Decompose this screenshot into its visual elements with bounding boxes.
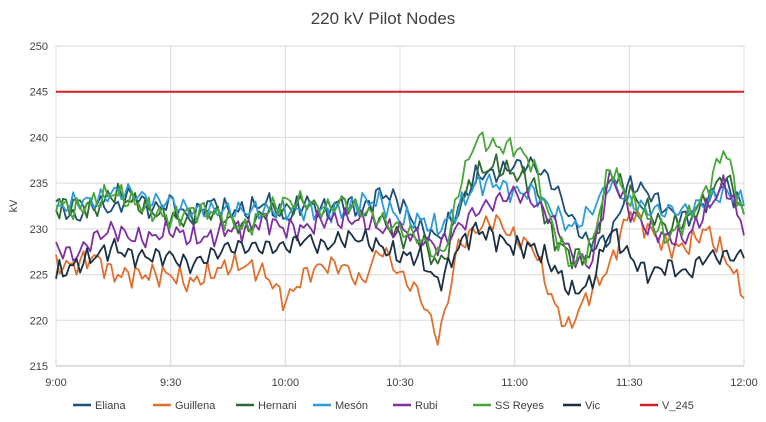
series-line-vic — [55, 221, 745, 296]
legend-label: Hernani — [258, 400, 297, 412]
series-line-eliana — [55, 156, 745, 252]
y-tick-label: 240 — [30, 132, 48, 144]
legend-label: Eliana — [95, 400, 126, 412]
y-tick-label: 215 — [30, 361, 48, 373]
legend-label: Rubi — [415, 400, 438, 412]
legend-label: Mesón — [335, 400, 368, 412]
x-tick-label: 9:00 — [45, 377, 66, 389]
x-tick-label: 10:30 — [386, 377, 414, 389]
x-tick-label: 9:30 — [160, 377, 181, 389]
y-axis-ticks: 215 220 225 230 235 240 245 250 — [30, 41, 48, 373]
series-line-rubi — [55, 169, 745, 270]
series-layer — [55, 90, 745, 346]
y-tick-label: 235 — [30, 178, 48, 190]
y-axis-label: kV — [8, 199, 20, 213]
x-tick-label: 12:00 — [730, 377, 758, 389]
y-tick-label: 245 — [30, 87, 48, 99]
legend-label: Guillena — [175, 400, 216, 412]
chart-title: 220 kV Pilot Nodes — [311, 9, 456, 28]
y-tick-label: 220 — [30, 315, 48, 327]
y-tick-label: 230 — [30, 224, 48, 236]
x-tick-label: 11:00 — [501, 377, 528, 389]
y-tick-label: 250 — [30, 41, 48, 53]
legend-label: SS Reyes — [495, 400, 544, 412]
x-tick-label: 10:00 — [272, 377, 300, 389]
y-tick-label: 225 — [30, 270, 48, 282]
legend-label: Vic — [585, 400, 601, 412]
x-axis-ticks: 9:00 9:30 10:00 10:30 11:00 11:30 12:00 — [45, 377, 757, 389]
series-line-ss-reyes — [55, 131, 745, 268]
x-tick-label: 11:30 — [616, 377, 643, 389]
legend: Eliana Guillena Hernani Mesón Rubi SS Reyes Vi… — [73, 400, 694, 412]
legend-label: V_245 — [662, 400, 694, 412]
